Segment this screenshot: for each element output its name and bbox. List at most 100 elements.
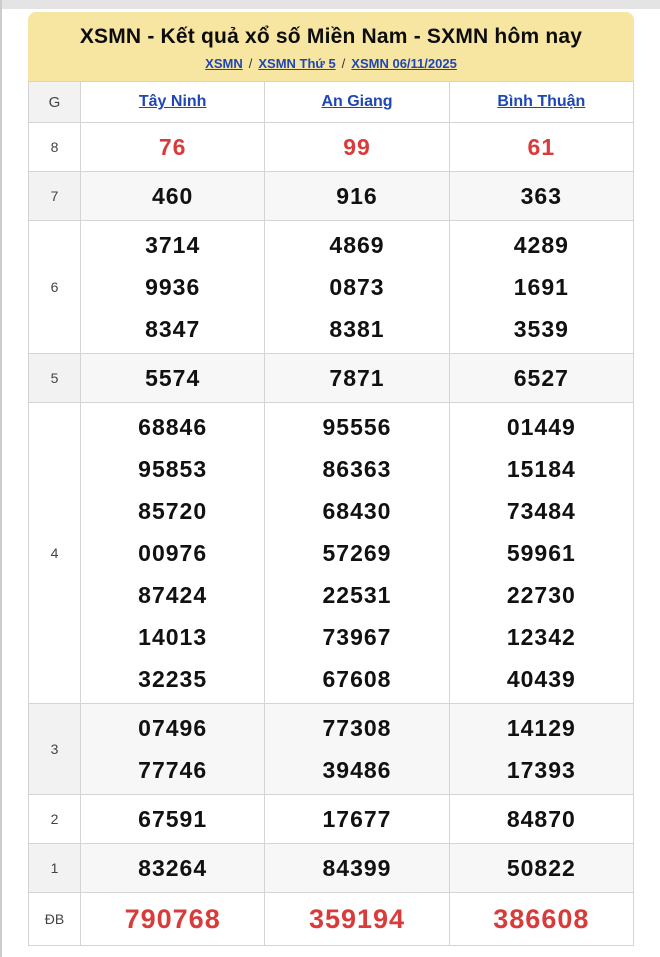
prize-number: 790768 (124, 904, 221, 934)
province-link-binh-thuan[interactable]: Bình Thuận (497, 93, 586, 110)
prize-cell: 84399 (264, 843, 450, 893)
prize-number: 01449 (506, 414, 576, 440)
prize-cell: 7871 (264, 353, 450, 403)
prize-cell: 61 (448, 122, 635, 172)
prize-cell: 83264 (79, 843, 266, 893)
column-header-an-giang: An Giang (264, 81, 450, 123)
panel-header: XSMN - Kết quả xổ số Miền Nam - SXMN hôm… (28, 12, 634, 81)
prize-number: 12342 (506, 624, 576, 650)
prize-cell: 4289 1691 3539 (448, 220, 635, 354)
prize-cell: 5574 (79, 353, 266, 403)
prize-row-2: 2 67591 17677 84870 (28, 794, 635, 844)
browser-top-strip (2, 0, 660, 9)
prize-number: 14129 (506, 715, 576, 741)
prize-number: 17393 (506, 757, 576, 783)
prize-number: 61 (527, 134, 556, 160)
prize-number: 3539 (513, 316, 569, 342)
prize-cell: 14129 17393 (448, 703, 635, 795)
breadcrumb: XSMN / XSMN Thứ 5 / XSMN 06/11/2025 (36, 56, 626, 71)
results-body: 8 76 99 61 7 460 916 363 6 3714 9936 8347 4869 0873 83… (28, 122, 635, 946)
prize-number: 9936 (145, 274, 201, 300)
prize-row-6: 6 3714 9936 8347 4869 0873 8381 4289 1691 3539 (28, 220, 635, 354)
prize-cell: 07496 77746 (79, 703, 266, 795)
prize-number: 40439 (506, 666, 576, 692)
prize-label-4: 4 (28, 402, 81, 704)
prize-cell: 95556 86363 68430 57269 22531 73967 67608 (264, 402, 450, 704)
prize-number: 57269 (322, 540, 392, 566)
page-title: XSMN - Kết quả xổ số Miền Nam - SXMN hôm… (79, 25, 583, 48)
prize-label-ĐB: ĐB (28, 892, 81, 946)
prize-label-7: 7 (28, 171, 81, 221)
prize-number: 99 (343, 134, 371, 160)
prize-number: 359194 (308, 904, 406, 934)
prize-number: 39486 (322, 757, 392, 783)
prize-number: 8347 (145, 316, 201, 342)
prize-row-3: 3 07496 77746 77308 39486 14129 17393 (28, 703, 635, 795)
province-link-tay-ninh[interactable]: Tây Ninh (138, 93, 207, 110)
prize-number: 6527 (513, 365, 569, 391)
prize-number: 4869 (329, 232, 385, 258)
prize-number: 460 (151, 183, 194, 209)
prize-cell: 68846 95853 85720 00976 87424 14013 32235 (79, 402, 266, 704)
prize-number: 32235 (138, 666, 208, 692)
prize-number: 85720 (138, 498, 208, 524)
prize-cell: 84870 (448, 794, 635, 844)
prize-number: 95853 (138, 456, 208, 482)
prize-label-2: 2 (28, 794, 81, 844)
prize-number: 363 (520, 183, 563, 209)
prize-number: 5574 (145, 365, 201, 391)
column-header-row: G Tây Ninh An Giang Bình Thuận (28, 81, 635, 123)
prize-row-1: 1 83264 84399 50822 (28, 843, 635, 893)
prize-number: 3714 (145, 232, 201, 258)
prize-cell: 76 (79, 122, 266, 172)
prize-number: 68846 (138, 414, 208, 440)
column-header-tay-ninh: Tây Ninh (79, 81, 266, 123)
column-header-binh-thuan: Bình Thuận (448, 81, 635, 123)
province-link-an-giang[interactable]: An Giang (321, 93, 393, 110)
prize-label-5: 5 (28, 353, 81, 403)
prize-number: 84870 (506, 806, 576, 832)
breadcrumb-link-xsmn[interactable]: XSMN (205, 56, 243, 71)
breadcrumb-separator: / (341, 56, 346, 71)
prize-number: 14013 (138, 624, 208, 650)
breadcrumb-separator: / (248, 56, 253, 71)
prize-number: 95556 (322, 414, 392, 440)
prize-number: 83264 (138, 855, 208, 881)
prize-number: 7871 (329, 365, 385, 391)
breadcrumb-link-xsmn-date[interactable]: XSMN 06/11/2025 (351, 56, 457, 71)
prize-number: 68430 (322, 498, 392, 524)
prize-cell: 6527 (448, 353, 635, 403)
prize-number: 73484 (506, 498, 576, 524)
prize-number: 386608 (493, 904, 590, 934)
prize-number: 84399 (322, 855, 392, 881)
prize-label-1: 1 (28, 843, 81, 893)
prize-number: 07496 (138, 715, 208, 741)
prize-number: 77308 (322, 715, 392, 741)
prize-number: 67591 (138, 806, 208, 832)
breadcrumb-link-xsmn-thu-5[interactable]: XSMN Thứ 5 (258, 56, 336, 71)
prize-cell: 50822 (448, 843, 635, 893)
prize-label-3: 3 (28, 703, 81, 795)
prize-number: 15184 (506, 456, 576, 482)
prize-cell: 460 (79, 171, 266, 221)
prize-cell: 363 (448, 171, 635, 221)
prize-number: 22730 (506, 582, 576, 608)
prize-number: 8381 (329, 316, 385, 342)
prize-number: 50822 (506, 855, 576, 881)
prize-cell: 67591 (79, 794, 266, 844)
prize-number: 76 (158, 134, 187, 160)
prize-number: 73967 (322, 624, 392, 650)
results-table-header: G Tây Ninh An Giang Bình Thuận (28, 81, 635, 123)
prize-cell: 359194 (264, 892, 450, 946)
prize-cell: 17677 (264, 794, 450, 844)
prize-cell: 4869 0873 8381 (264, 220, 450, 354)
prize-cell: 386608 (448, 892, 635, 946)
prize-number: 17677 (322, 806, 392, 832)
prize-number: 0873 (329, 274, 385, 300)
prize-cell: 790768 (79, 892, 266, 946)
prize-number: 4289 (513, 232, 569, 258)
corner-label-g: G (28, 81, 81, 123)
prize-row-5: 5 5574 7871 6527 (28, 353, 635, 403)
prize-number: 77746 (138, 757, 208, 783)
results-table: G Tây Ninh An Giang Bình Thuận 8 76 99 61 7 4… (28, 81, 635, 946)
